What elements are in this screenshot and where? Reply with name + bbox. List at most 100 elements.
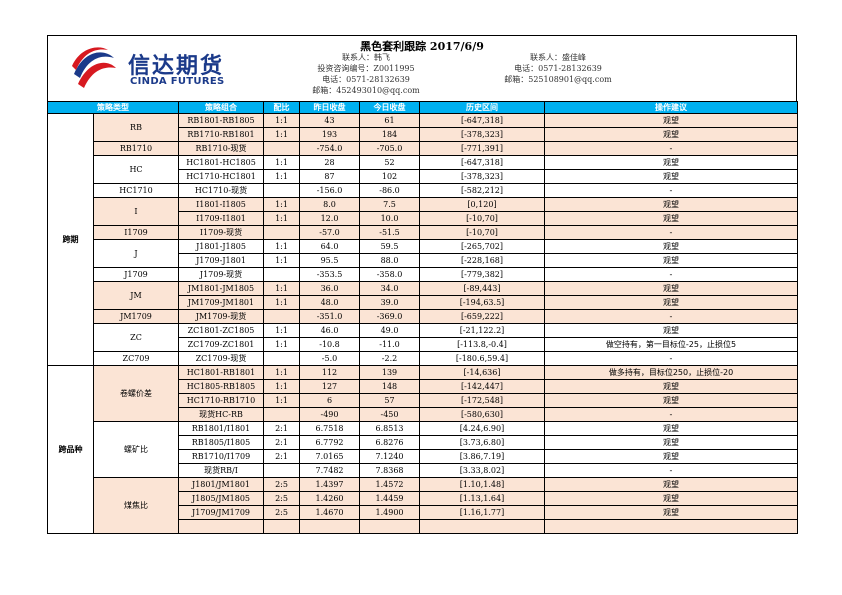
ratio-cell: 2:5 <box>263 477 300 492</box>
contact-right-line: 邮箱：525108901@qq.com <box>504 75 612 84</box>
strategy-combo-cell: RB1805/I1805 <box>178 435 264 450</box>
history-range-cell: [0,120] <box>419 197 545 212</box>
advice-cell: 观望 <box>544 155 798 170</box>
ratio-cell: 1:1 <box>263 365 300 380</box>
prev-close-cell: 8.0 <box>299 197 360 212</box>
advice-cell: - <box>544 141 798 156</box>
logo-english-text: CINDA FUTURES <box>130 76 225 87</box>
column-header: 今日收盘 <box>359 101 420 114</box>
today-close-cell: 49.0 <box>359 323 420 338</box>
today-close-cell: -11.0 <box>359 337 420 352</box>
prev-close-cell: 127 <box>299 379 360 394</box>
cinda-swoosh-icon <box>72 47 116 88</box>
history-range-cell: [-113.8,-0.4] <box>419 337 545 352</box>
strategy-group-cell: HC <box>93 155 179 184</box>
today-close-cell: 88.0 <box>359 253 420 268</box>
table-row: HC1710 HC1710-现货 -156.0 -86.0 [-582,212] - <box>48 183 798 198</box>
history-range-cell: [-21,122.2] <box>419 323 545 338</box>
strategy-combo-cell: RB1710-RB1801 <box>178 127 264 142</box>
prev-close-cell: 36.0 <box>299 281 360 296</box>
table-row: I1709 I1709-现货 -57.0 -51.5 [-10,70] - <box>48 225 798 240</box>
prev-close-cell: 12.0 <box>299 211 360 226</box>
strategy-combo-cell: ZC1709-ZC1801 <box>178 337 264 352</box>
today-close-cell: 52 <box>359 155 420 170</box>
today-close-cell: 102 <box>359 169 420 184</box>
strategy-combo-cell: RB1801/I1801 <box>178 421 264 436</box>
ratio-cell <box>263 309 300 324</box>
arbitrage-sheet: 信达期货 CINDA FUTURES 黑色套利跟踪 2017/6/9 联系人：韩… <box>47 35 798 534</box>
company-logo: 信达期货 CINDA FUTURES <box>70 44 270 94</box>
ratio-cell <box>263 183 300 198</box>
prev-close-cell: -351.0 <box>299 309 360 324</box>
strategy-combo-cell <box>178 519 264 534</box>
advice-cell: - <box>544 351 798 366</box>
advice-cell: - <box>544 309 798 324</box>
advice-cell: 观望 <box>544 505 798 520</box>
today-close-cell <box>359 519 420 534</box>
history-range-cell: [-228,168] <box>419 253 545 268</box>
history-range-cell <box>419 519 545 534</box>
today-close-cell: -358.0 <box>359 267 420 282</box>
prev-close-cell: -353.5 <box>299 267 360 282</box>
table-row: 现货RB/I 7.7482 7.8368 [3.33,8.02] - <box>48 463 798 478</box>
prev-close-cell: 1.4397 <box>299 477 360 492</box>
contact-left-line: 联系人：韩飞 <box>342 53 390 62</box>
advice-cell: 做多持有，目标位250，止损位-20 <box>544 365 798 380</box>
strategy-group-cell: ZC709 <box>93 351 179 366</box>
ratio-cell: 1:1 <box>263 113 300 128</box>
advice-cell <box>544 519 798 534</box>
strategy-combo-cell: J1805/JM1805 <box>178 491 264 506</box>
advice-cell: - <box>544 463 798 478</box>
column-header: 配比 <box>263 101 300 114</box>
advice-cell: 观望 <box>544 477 798 492</box>
strategy-group-cell: 螺矿比 <box>93 421 179 478</box>
history-range-cell: [-14,636] <box>419 365 545 380</box>
ratio-cell: 1:1 <box>263 337 300 352</box>
prev-close-cell: 193 <box>299 127 360 142</box>
strategy-combo-cell: JM1801-JM1805 <box>178 281 264 296</box>
strategy-combo-cell: I1709-现货 <box>178 225 264 240</box>
strategy-combo-cell: HC1801-RB1801 <box>178 365 264 380</box>
ratio-cell: 1:1 <box>263 379 300 394</box>
history-range-cell: [3.86,7.19] <box>419 449 545 464</box>
prev-close-cell: 43 <box>299 113 360 128</box>
advice-cell: 观望 <box>544 211 798 226</box>
strategy-combo-cell: RB1710/I1709 <box>178 449 264 464</box>
sheet-title: 黑色套利跟踪 2017/6/9 <box>360 40 484 53</box>
table-row: ZC709 ZC1709-现货 -5.0 -2.2 [-180.6,59.4] - <box>48 351 798 366</box>
ratio-cell <box>263 141 300 156</box>
history-range-cell: [-378,323] <box>419 169 545 184</box>
ratio-cell: 1:1 <box>263 197 300 212</box>
advice-cell: 观望 <box>544 421 798 436</box>
strategy-combo-cell: HC1710-现货 <box>178 183 264 198</box>
strategy-group-cell: HC1710 <box>93 183 179 198</box>
history-range-cell: [-647,318] <box>419 155 545 170</box>
advice-cell: - <box>544 225 798 240</box>
today-close-cell: 1.4572 <box>359 477 420 492</box>
ratio-cell: 1:1 <box>263 127 300 142</box>
table-row: J1709/JM1709 2:5 1.4670 1.4900 [1.16,1.77] 观望 <box>48 505 798 520</box>
ratio-cell: 1:1 <box>263 281 300 296</box>
strategy-combo-cell: ZC1709-现货 <box>178 351 264 366</box>
contact-left-line: 电话：0571-28132639 <box>322 75 410 84</box>
ratio-cell: 2:5 <box>263 505 300 520</box>
today-close-cell: 59.5 <box>359 239 420 254</box>
sheet-header: 信达期货 CINDA FUTURES 黑色套利跟踪 2017/6/9 联系人：韩… <box>47 35 797 101</box>
strategy-combo-cell: RB1710-现货 <box>178 141 264 156</box>
strategy-type-cell: 跨期 <box>47 113 94 366</box>
today-close-cell: 7.1240 <box>359 449 420 464</box>
column-header: 策略组合 <box>178 101 264 114</box>
history-range-cell: [-10,70] <box>419 211 545 226</box>
strategy-combo-cell: HC1710-RB1710 <box>178 393 264 408</box>
ratio-cell: 2:1 <box>263 421 300 436</box>
contact-right-line: 联系人：盛佳峰 <box>530 53 586 62</box>
table-row: HC1710-RB1710 1:1 6 57 [-172,548] 观望 <box>48 393 798 408</box>
strategy-combo-cell: HC1710-HC1801 <box>178 169 264 184</box>
table-row: RB1710/I1709 2:1 7.0165 7.1240 [3.86,7.19] 观望 <box>48 449 798 464</box>
advice-cell: 观望 <box>544 127 798 142</box>
prev-close-cell: 48.0 <box>299 295 360 310</box>
strategy-group-cell: J1709 <box>93 267 179 282</box>
table-row: 跨期 RB RB1801-RB1805 1:1 43 61 [-647,318] 观望 <box>47 113 798 366</box>
column-header: 操作建议 <box>544 101 798 114</box>
contact-left-line: 投资咨询编号：Z0011995 <box>317 64 415 73</box>
